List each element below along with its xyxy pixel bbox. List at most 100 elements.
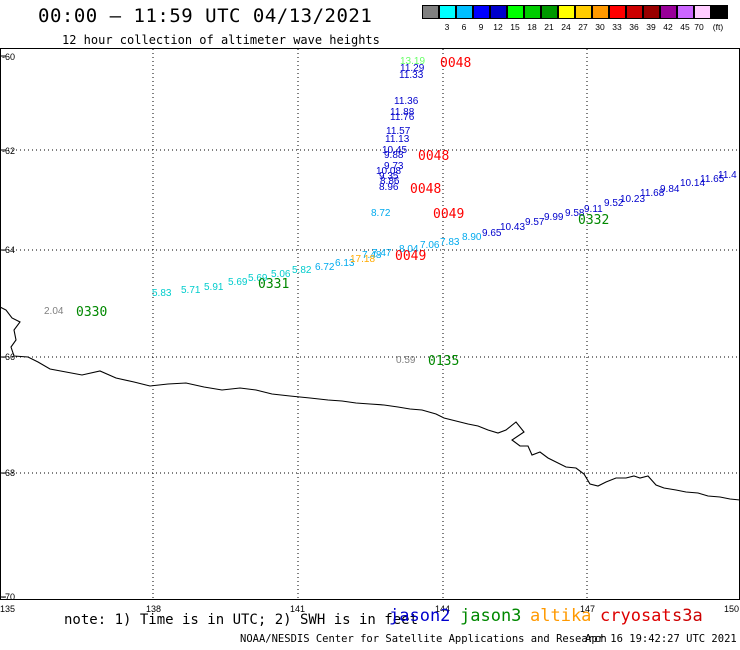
color-scale-swatch xyxy=(592,5,609,19)
credit-line: NOAA/NESDIS Center for Satellite Applica… xyxy=(240,633,607,645)
swh-value-label: 5.71 xyxy=(181,285,201,296)
swh-value-label: 11.76 xyxy=(390,112,415,123)
color-scale-swatch xyxy=(575,5,592,19)
swh-value-label: 0.59 xyxy=(396,355,416,366)
swh-value-label: 5.69 xyxy=(248,273,268,284)
lon-tick-144: 144 xyxy=(435,604,451,614)
color-scale-label: 21 xyxy=(544,22,554,32)
pass-id-label: 0331 xyxy=(258,277,289,292)
map-title: 00:00 – 11:59 UTC 04/13/2021 xyxy=(38,5,373,27)
swh-value-label: 11.68 xyxy=(640,188,665,199)
sat-legend-jason3: jason3 xyxy=(460,606,522,626)
swh-value-label: 11.36 xyxy=(394,96,419,107)
pass-id-label: 0049 xyxy=(433,207,464,222)
lon-tick-147: 147 xyxy=(580,604,596,614)
graticule xyxy=(0,49,740,599)
color-scale-label: 36 xyxy=(629,22,639,32)
color-scale-label: 6 xyxy=(461,22,467,32)
pass-id-label: 0332 xyxy=(578,213,609,228)
pass-id-label: 0048 xyxy=(440,56,471,71)
color-scale-swatch xyxy=(473,5,490,19)
timestamp: Apr 16 19:42:27 UTC 2021 xyxy=(585,633,737,645)
swh-value-label: 17.18 xyxy=(350,254,375,265)
swh-value-label: 9.84 xyxy=(660,184,680,195)
swh-value-label: 7.06 xyxy=(420,240,440,251)
lat-tick-62: -62 xyxy=(2,146,16,156)
swh-value-label: 10.45 xyxy=(382,145,407,156)
color-scale-swatch xyxy=(626,5,643,19)
swh-value-label: 10.14 xyxy=(680,178,705,189)
swh-value-label: 11.88 xyxy=(390,107,415,118)
lon-tick-141: 141 xyxy=(290,604,306,614)
color-scale-swatch xyxy=(643,5,660,19)
swh-value-label: 6.72 xyxy=(315,262,335,273)
swh-value-label: 5.83 xyxy=(152,288,172,299)
swh-value-label: 2.04 xyxy=(44,306,64,317)
swh-value-label: 5.06 xyxy=(271,269,291,280)
antarctic-coastline xyxy=(0,306,740,501)
color-scale-unit: (ft) xyxy=(712,22,724,32)
swh-value-label: 7.48 xyxy=(362,250,382,261)
lon-tick-150: 150 xyxy=(724,604,740,614)
color-scale-label: 3 xyxy=(444,22,450,32)
swh-value-label: 9.11 xyxy=(584,204,603,215)
swh-value-label: 9.88 xyxy=(384,150,404,161)
color-scale-label: 18 xyxy=(527,22,537,32)
swh-value-label: 8.86 xyxy=(380,176,400,187)
lon-tick-135: 135 xyxy=(0,604,16,614)
sat-legend-s3a: s3a xyxy=(672,606,703,626)
footnote: note: 1) Time is in UTC; 2) SWH is in fe… xyxy=(64,612,419,628)
color-scale-swatch xyxy=(677,5,694,19)
color-scale-label: 27 xyxy=(578,22,588,32)
swh-value-label: 9.99 xyxy=(544,212,564,223)
color-scale-swatch xyxy=(609,5,626,19)
swh-value-label: 10.23 xyxy=(620,194,645,205)
swh-value-label: 11.29 xyxy=(400,63,425,74)
swh-value-label: 9.35 xyxy=(379,171,399,182)
swh-value-label: 5.82 xyxy=(292,265,312,276)
swh-value-label: 6.13 xyxy=(335,258,355,269)
color-scale-label: 15 xyxy=(510,22,520,32)
color-scale-swatch xyxy=(711,5,728,19)
lat-tick-64: -64 xyxy=(2,245,16,255)
swh-value-label: 7.47 xyxy=(372,248,392,259)
pass-id-label: 0049 xyxy=(395,249,426,264)
swh-value-label: 11.65 xyxy=(700,174,725,185)
sat-legend-jason2: jason2 xyxy=(389,606,451,626)
color-scale-swatch xyxy=(439,5,456,19)
color-scale-label: 42 xyxy=(663,22,673,32)
pass-id-label: 0048 xyxy=(418,149,449,164)
swh-value-label: 11.57 xyxy=(386,126,411,137)
pass-id-label: 0330 xyxy=(76,305,107,320)
color-scale-label: 45 xyxy=(680,22,690,32)
swh-value-label: 9.52 xyxy=(604,198,624,209)
lat-tick-66: -66 xyxy=(2,352,16,362)
swh-value-label: 9.65 xyxy=(482,228,502,239)
color-scale-swatch xyxy=(422,5,439,19)
pass-id-label: 0135 xyxy=(428,354,459,369)
lon-tick-138: 138 xyxy=(146,604,162,614)
color-scale-swatch xyxy=(694,5,711,19)
swh-value-label: 10.43 xyxy=(500,222,525,233)
pass-id-label: 0048 xyxy=(410,182,441,197)
color-scale-label: 24 xyxy=(561,22,571,32)
color-scale-label: 30 xyxy=(595,22,605,32)
lat-tick-70: -70 xyxy=(2,592,16,602)
swh-value-label: 7.83 xyxy=(440,237,460,248)
sat-legend-altika: altika xyxy=(530,606,592,626)
swh-value-label: 9.57 xyxy=(525,217,545,228)
swh-value-label: 9.58 xyxy=(565,208,585,219)
color-scale-label: 9 xyxy=(478,22,484,32)
color-scale-swatch xyxy=(660,5,677,19)
swh-value-label: 13.19 xyxy=(400,56,425,67)
color-scale-label: 39 xyxy=(646,22,656,32)
sat-legend-cryosat: cryosat xyxy=(600,606,672,626)
swh-value-label: 8.04 xyxy=(399,244,419,255)
color-scale-swatch xyxy=(490,5,507,19)
swh-value-label: 10.08 xyxy=(376,166,401,177)
swh-value-label: 8.72 xyxy=(371,208,391,219)
swh-value-label: 9.73 xyxy=(384,161,404,172)
color-scale-swatch xyxy=(456,5,473,19)
